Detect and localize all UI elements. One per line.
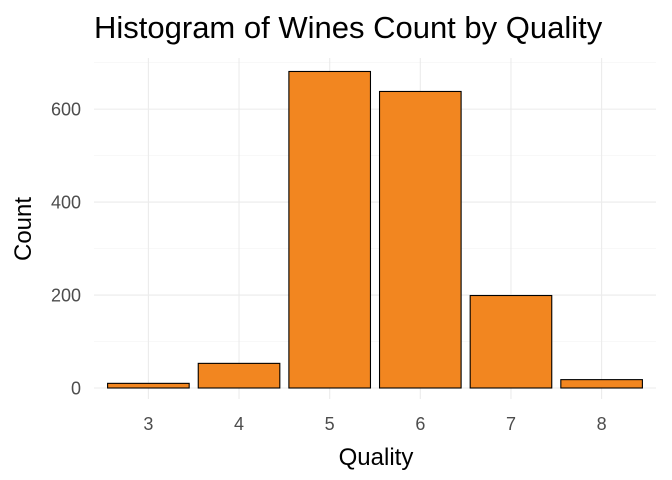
bar-quality-5 — [288, 70, 372, 389]
x-axis-ticks: 3 4 5 6 7 8 — [143, 414, 606, 434]
bar-quality-7 — [469, 294, 553, 389]
bar-quality-6 — [378, 90, 462, 389]
bar-quality-4 — [197, 362, 281, 389]
x-tick-label: 8 — [597, 414, 607, 434]
bar-quality-8 — [560, 379, 643, 389]
x-tick-label: 7 — [506, 414, 516, 434]
chart-title: Histogram of Wines Count by Quality — [94, 10, 603, 45]
bar-quality-3 — [107, 382, 190, 389]
y-tick-label: 400 — [51, 193, 81, 213]
x-tick-label: 4 — [234, 414, 244, 434]
y-axis-ticks: 0 200 400 600 — [51, 100, 81, 399]
x-axis-title: Quality — [339, 444, 414, 471]
x-tick-label: 5 — [325, 414, 335, 434]
y-tick-label: 200 — [51, 286, 81, 306]
x-tick-label: 3 — [143, 414, 153, 434]
y-axis-title: Count — [10, 197, 37, 261]
x-tick-label: 6 — [415, 414, 425, 434]
grid-lines — [94, 58, 656, 399]
y-tick-label: 600 — [51, 100, 81, 120]
bars — [107, 70, 643, 389]
y-tick-label: 0 — [71, 379, 81, 399]
